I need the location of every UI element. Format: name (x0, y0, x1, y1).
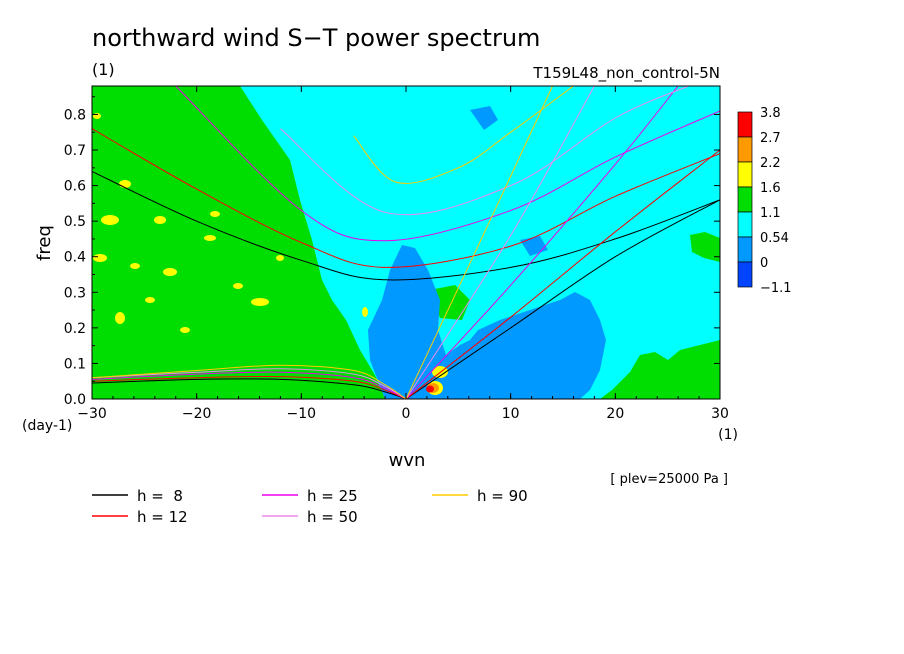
y-tick-label: 0.0 (64, 392, 86, 408)
x-tick-label: 30 (711, 406, 729, 422)
dispersion-curve (92, 371, 407, 399)
colorbar-label: −1.1 (760, 281, 792, 296)
y-axis-unit: (day-1) (22, 418, 72, 434)
legend-label: h = 25 (307, 487, 358, 505)
green-region-left (92, 86, 385, 399)
dispersion-curve (405, 149, 720, 399)
x-axis-label: wvn (389, 450, 426, 471)
x-tick-label: −20 (182, 406, 212, 422)
plev-annotation: [ plev=25000 Pa ] (610, 472, 728, 487)
chart-title: northward wind S−T power spectrum (92, 24, 540, 52)
colorbar-label: 2.2 (760, 156, 781, 171)
y-tick-label: 0.3 (64, 285, 86, 301)
colorbar-swatch (737, 261, 753, 288)
dispersion-curve (405, 86, 553, 399)
colorbar-swatch (737, 111, 753, 138)
dispersion-curve (405, 86, 679, 399)
x-axis-unit: (1) (718, 427, 738, 443)
plot-area: −30 −20 −10 0 10 20 30 0.00.10.20.30.40.50.60.… (64, 85, 729, 422)
y-tick-label: 0.4 (64, 250, 86, 266)
y-tick-label: 0.7 (64, 143, 86, 159)
dispersion-curve (405, 86, 595, 399)
y-axis-label: freq (34, 225, 55, 261)
x-tick-label: 10 (502, 406, 520, 422)
dispersion-curve (175, 86, 720, 242)
x-tick-label: −10 (287, 406, 317, 422)
dispersion-curves (92, 86, 720, 399)
colorbar-label: 2.7 (760, 131, 781, 146)
dispersion-curve (92, 368, 407, 399)
blue-region-center (368, 245, 606, 399)
colorbar-label: 0.54 (760, 231, 789, 246)
y-tick-label: 0.5 (64, 214, 86, 230)
spectrum-field (92, 86, 720, 399)
legend-label: h = 8 (137, 487, 183, 505)
green-region-right (600, 340, 720, 399)
x-tick-label: 0 (402, 406, 411, 422)
y-tick-label: 0.8 (64, 107, 86, 123)
colorbar-label: 3.8 (760, 106, 781, 121)
legend-label: h = 12 (137, 508, 188, 526)
x-tick-label: 20 (606, 406, 624, 422)
dispersion-curve (92, 128, 720, 268)
dispersion-curve (405, 199, 720, 399)
legend-label: h = 90 (477, 487, 528, 505)
dispersion-curve (92, 378, 407, 399)
colorbar-swatch (737, 236, 753, 263)
legend-label: h = 50 (307, 508, 358, 526)
y-axis: 0.0 0.1 0.2 0.3 0.4 0.5 0.6 0.7 0.8 (64, 96, 720, 408)
colorbar-label: 1.1 (760, 206, 781, 221)
green-patch-right-1 (690, 232, 720, 262)
green-patch-right-2 (430, 285, 470, 320)
dispersion-curve (353, 86, 574, 184)
legend: h = 8 h = 12 h = 25 h = 50 h = 90 (92, 487, 528, 526)
x-tick-label: −30 (77, 406, 107, 422)
colorbar: 3.8 2.7 2.2 1.6 1.1 0.54 0 −1.1 (737, 106, 792, 296)
colorbar-swatch (737, 161, 753, 188)
chart-subtitle: T159L48_non_control-5N (532, 64, 720, 83)
y-tick-label: 0.6 (64, 179, 86, 195)
colorbar-label: 0 (760, 256, 768, 271)
dispersion-curve (92, 170, 720, 281)
dispersion-curve (92, 375, 407, 399)
y-tick-label: 0.1 (64, 356, 86, 372)
colorbar-swatch (737, 211, 753, 238)
red-core (426, 385, 434, 393)
blue-patch-upper (470, 106, 498, 130)
title-unit: (1) (92, 60, 115, 79)
colorbar-swatch (737, 186, 753, 213)
dispersion-curve (92, 364, 407, 399)
colorbar-label: 1.6 (760, 181, 781, 196)
x-axis: −30 −20 −10 0 10 20 30 (77, 86, 729, 422)
colorbar-swatch (737, 136, 753, 163)
y-tick-label: 0.2 (64, 321, 86, 337)
